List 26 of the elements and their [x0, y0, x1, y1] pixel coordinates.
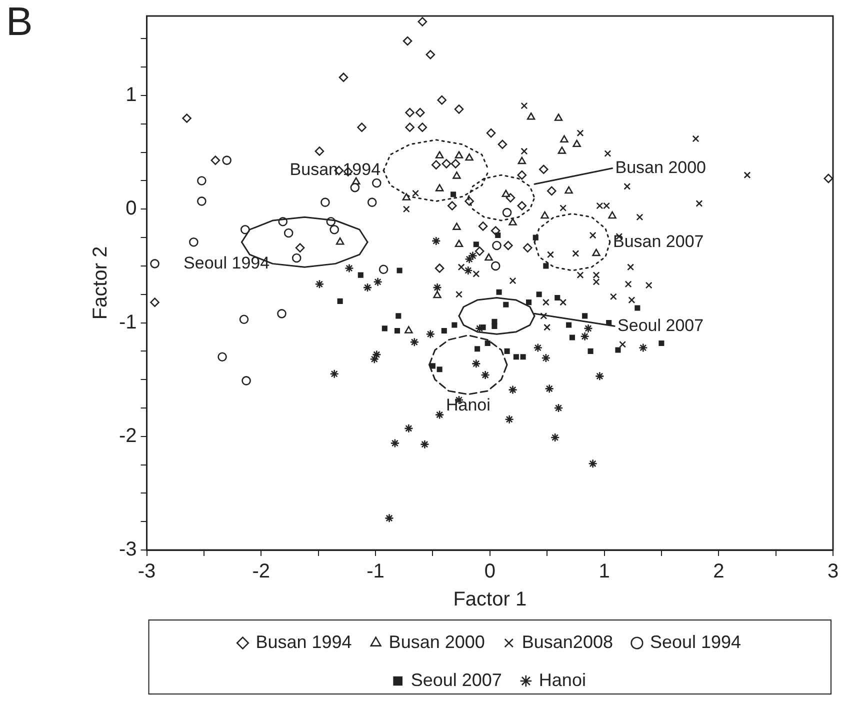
legend-label: Hanoi — [538, 670, 586, 690]
x-tick-label: 1 — [598, 560, 610, 583]
x-axis-title: Factor 1 — [453, 588, 527, 611]
legend-label: Seoul 2007 — [410, 670, 502, 690]
legend-label: Busan2008 — [522, 632, 613, 652]
legend-label: Busan 1994 — [256, 632, 352, 652]
y-tick-label: -1 — [118, 311, 137, 334]
y-axis-title: Factor 2 — [90, 246, 112, 320]
text: B — [6, 0, 33, 44]
annotation: Busan 2007 — [612, 232, 704, 251]
legend-label: Seoul 1994 — [650, 632, 742, 652]
x-tick-label: 2 — [713, 560, 724, 583]
legend-label: Busan 2000 — [388, 632, 485, 652]
annotation: Hanoi — [446, 396, 490, 415]
x-tick-label: 3 — [827, 560, 839, 583]
x-tick-label: -2 — [252, 560, 270, 583]
y-tick-label: -2 — [118, 424, 137, 447]
y-tick-label: -3 — [118, 538, 137, 561]
annotation: Seoul 1994 — [184, 253, 270, 272]
annotation: Busan 1994 — [290, 160, 381, 180]
annotation: Busan 2000 — [615, 158, 706, 177]
y-tick-label: 1 — [126, 84, 137, 106]
x-tick-label: -1 — [366, 560, 384, 583]
annotation: Seoul 2007 — [618, 316, 704, 335]
x-tick-label: 0 — [484, 560, 496, 583]
y-tick-label: 0 — [126, 198, 137, 220]
